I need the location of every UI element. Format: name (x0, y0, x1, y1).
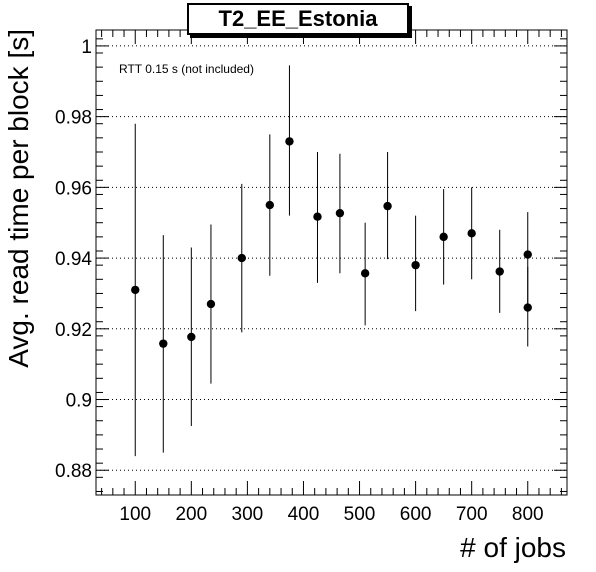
x-tick-label: 700 (456, 504, 488, 525)
data-point (467, 229, 476, 238)
data-point (206, 299, 216, 309)
y-tick-label: 0.88 (55, 461, 92, 482)
plot-frame (95, 29, 568, 496)
data-point (187, 332, 196, 342)
x-axis-label: # of jobs (460, 532, 566, 563)
axis-ticks (96, 30, 567, 495)
data-point (285, 137, 294, 146)
x-tick-label: 600 (400, 504, 432, 525)
data-point (237, 253, 246, 263)
y-axis-label: Avg. read time per block [s] (3, 29, 34, 368)
y-tick-label: 1 (81, 37, 92, 58)
x-tick-label: 800 (512, 504, 544, 525)
y-tick-label: 0.9 (66, 391, 92, 412)
data-point (523, 250, 532, 259)
y-tick-labels: 0.88 0.9 0.92 0.94 0.96 0.98 1 (55, 37, 92, 482)
data-points (131, 65, 532, 457)
x-tick-label: 200 (175, 504, 207, 525)
grid-lines (96, 45, 567, 471)
data-point (360, 269, 370, 278)
y-tick-label: 0.98 (55, 108, 92, 129)
data-point (439, 232, 448, 242)
x-tick-label: 400 (288, 504, 320, 525)
x-tick-labels: 100 200 300 400 500 600 700 800 (119, 504, 543, 525)
x-tick-label: 500 (344, 504, 376, 525)
data-point (411, 260, 420, 270)
data-point (265, 200, 275, 210)
data-point (335, 208, 345, 218)
data-point (159, 339, 168, 348)
y-tick-label: 0.96 (55, 178, 92, 199)
y-tick-label: 0.94 (55, 249, 92, 270)
data-point (523, 303, 532, 312)
chart-title: T2_EE_Estonia (187, 3, 409, 35)
data-point (313, 212, 322, 221)
y-tick-label: 0.92 (55, 320, 92, 341)
data-point (131, 285, 140, 295)
rtt-annotation: RTT 0.15 s (not included) (119, 62, 254, 76)
data-point (495, 267, 504, 276)
x-tick-label: 300 (232, 504, 264, 525)
x-tick-label: 100 (119, 504, 151, 525)
data-point (383, 201, 392, 211)
